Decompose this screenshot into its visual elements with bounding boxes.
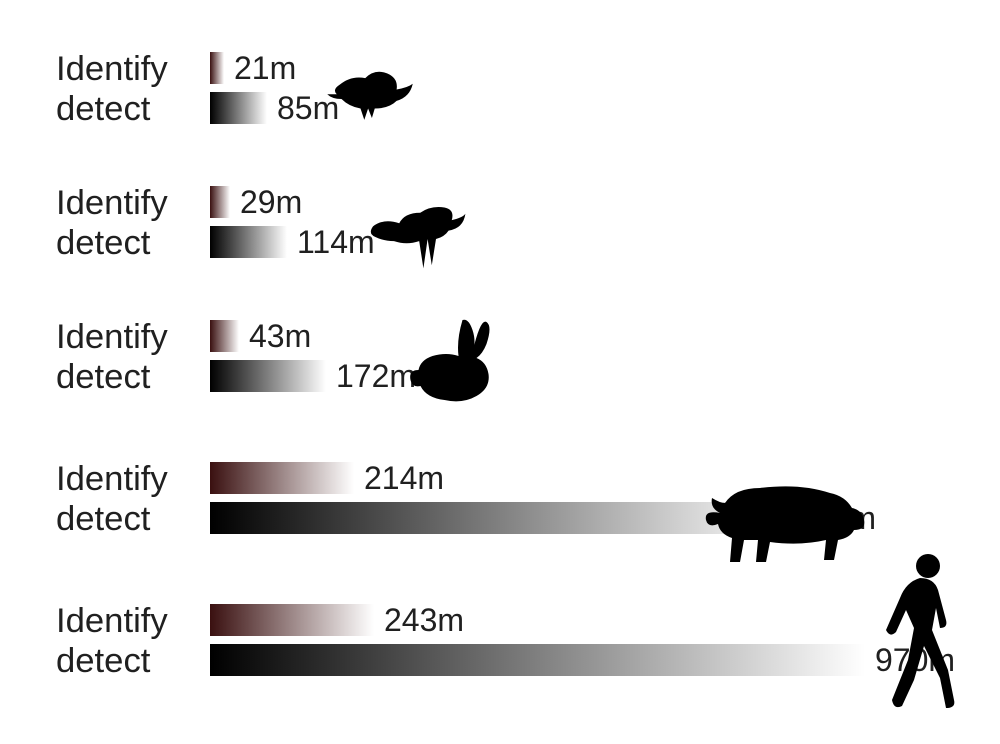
detect-label: detect [56, 644, 150, 679]
identify-value: 214m [364, 462, 444, 494]
detect-label: detect [56, 92, 150, 127]
detect-label: detect [56, 502, 150, 537]
pig-icon [700, 468, 870, 568]
detect-bar [210, 92, 267, 124]
identify-label: Identify [56, 604, 168, 639]
identify-label: Identify [56, 186, 168, 221]
detect-label: detect [56, 360, 150, 395]
identify-label: Identify [56, 52, 168, 87]
identify-label: Identify [56, 462, 168, 497]
small-bird-icon [315, 42, 425, 137]
detect-bar [210, 360, 326, 392]
identify-value: 243m [384, 604, 464, 636]
detect-bar [210, 644, 865, 676]
wading-bird-icon [355, 176, 475, 281]
identify-value: 29m [240, 186, 302, 218]
identify-value: 21m [234, 52, 296, 84]
identify-bar [210, 604, 374, 636]
identify-bar [210, 462, 354, 494]
detection-range-chart: Identify detect 21m 85m Identify detect … [0, 0, 1000, 744]
identify-label: Identify [56, 320, 168, 355]
identify-bar [210, 52, 224, 84]
identify-value: 43m [249, 320, 311, 352]
detect-bar [210, 226, 287, 258]
identify-bar [210, 320, 239, 352]
detect-label: detect [56, 226, 150, 261]
identify-bar [210, 186, 230, 218]
rabbit-icon [395, 310, 510, 410]
walking-person-icon [870, 550, 970, 710]
